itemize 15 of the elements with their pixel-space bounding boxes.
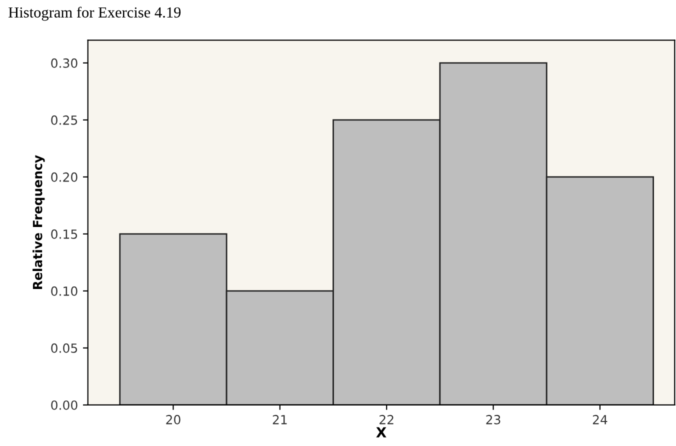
y-tick-label: 0.15 (51, 229, 78, 239)
x-tick-label: 20 (166, 414, 180, 424)
x-tick-label: 23 (486, 414, 500, 424)
x-tick-label: 21 (272, 414, 287, 424)
y-tick-label: 0.05 (51, 343, 78, 353)
y-tick-label: 0.25 (51, 115, 78, 125)
y-axis-title: Relative Frequency (32, 155, 45, 290)
x-tick-label: 24 (592, 414, 608, 424)
y-tick-label: 0.20 (51, 172, 78, 182)
y-tick-label: 0.30 (51, 58, 78, 68)
y-tick-label: 0.00 (51, 400, 78, 410)
chart-title: Histogram for Exercise 4.19 (8, 6, 181, 21)
y-tick-label: 0.10 (51, 286, 78, 296)
x-tick-label: 22 (380, 414, 394, 424)
x-axis-title: X (376, 427, 386, 438)
